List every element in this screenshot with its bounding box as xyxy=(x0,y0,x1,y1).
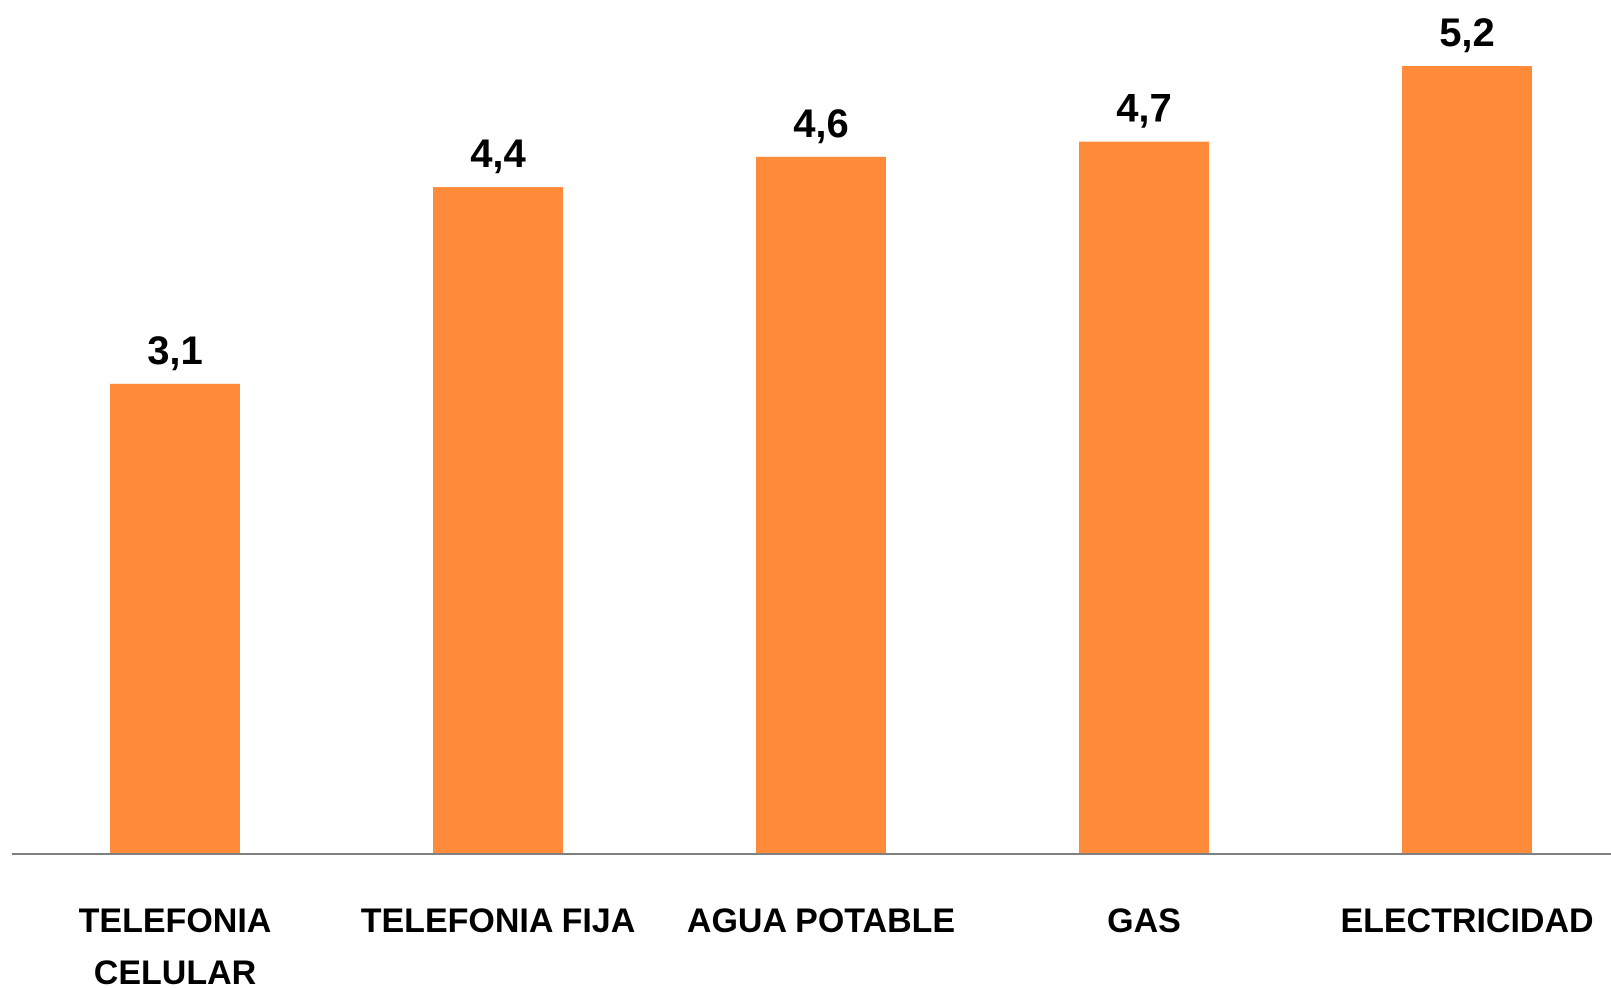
category-label: TELEFONIA FIJA xyxy=(361,902,636,940)
bar xyxy=(756,156,886,854)
data-label: 3,1 xyxy=(147,329,203,373)
bar xyxy=(1079,141,1209,853)
data-labels: 3,1 4,4 4,6 4,7 5,2 xyxy=(147,11,1495,373)
bar xyxy=(110,383,240,853)
category-label: ELECTRICIDAD xyxy=(1340,902,1593,940)
bar xyxy=(433,187,563,854)
category-label: TELEFONIA xyxy=(79,902,272,940)
bars xyxy=(110,66,1532,854)
category-label: AGUA POTABLE xyxy=(687,902,955,940)
data-label: 4,4 xyxy=(470,132,526,176)
category-label: CELULAR xyxy=(94,954,256,988)
data-label: 4,6 xyxy=(793,102,849,146)
category-label: GAS xyxy=(1107,902,1181,940)
bar xyxy=(1402,66,1532,853)
data-label: 5,2 xyxy=(1439,11,1495,55)
data-label: 4,7 xyxy=(1116,87,1172,131)
category-labels: TELEFONIA CELULAR TELEFONIA FIJA AGUA POTAB… xyxy=(79,902,1594,988)
